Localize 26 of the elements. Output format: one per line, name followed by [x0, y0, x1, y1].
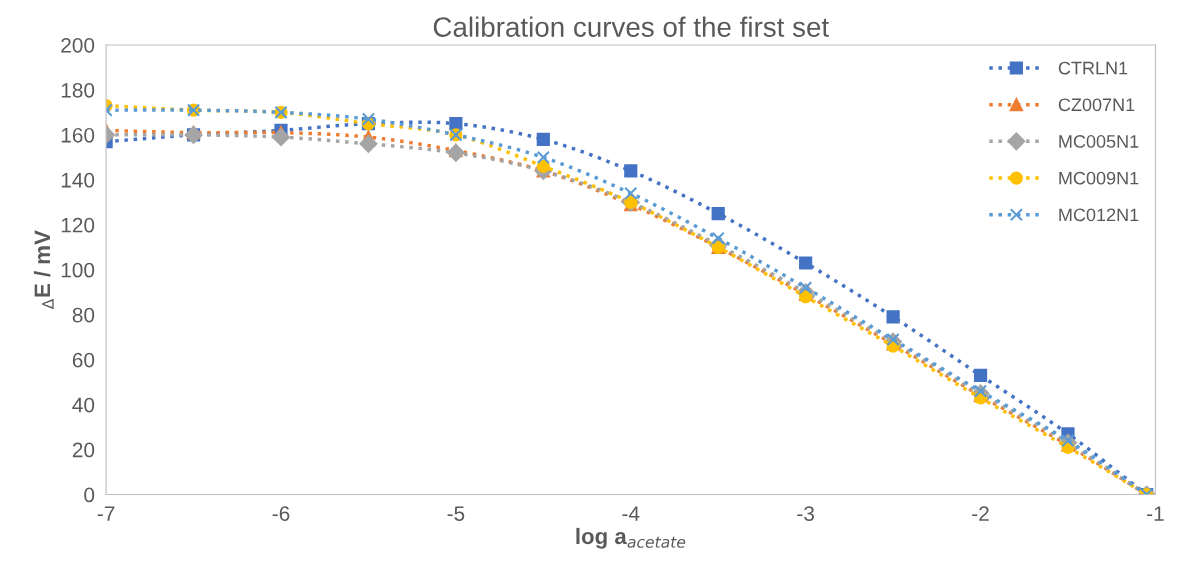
y-tick-label: 60 [72, 352, 95, 368]
y-tick-label: 20 [72, 442, 95, 458]
y-tick-label: 80 [72, 307, 95, 323]
chart-title: Calibration curves of the first set [433, 16, 829, 37]
legend-label: CZ007N1 [1058, 98, 1135, 112]
y-tick-label: 180 [61, 82, 95, 98]
y-tick-label: 160 [61, 127, 95, 143]
y-tick-label: 40 [72, 397, 95, 413]
x-tick-label: -7 [97, 506, 115, 521]
x-tick-label: -2 [972, 506, 989, 521]
x-tick-label: -1 [1147, 506, 1164, 521]
y-tick-label: 200 [61, 37, 95, 53]
x-tick-label: -3 [797, 506, 814, 521]
legend-label: MC005N1 [1059, 135, 1139, 148]
y-axis-title: $_{Δ}$E / mV [33, 230, 54, 310]
y-tick-label: 0 [84, 487, 95, 503]
y-tick-label: 100 [61, 262, 95, 278]
y-tick-label: 120 [61, 217, 95, 233]
y-tick-label: 140 [61, 172, 95, 188]
legend-label: CTRLN1 [1058, 61, 1128, 75]
x-axis-title: log a$_{acetate}$ [576, 527, 686, 549]
legend-label: MC009N1 [1059, 171, 1139, 185]
legend-label: MC012N1 [1059, 208, 1139, 222]
x-tick-label: -6 [272, 506, 290, 521]
x-tick-label: -5 [447, 506, 465, 521]
x-tick-label: -4 [622, 506, 640, 521]
